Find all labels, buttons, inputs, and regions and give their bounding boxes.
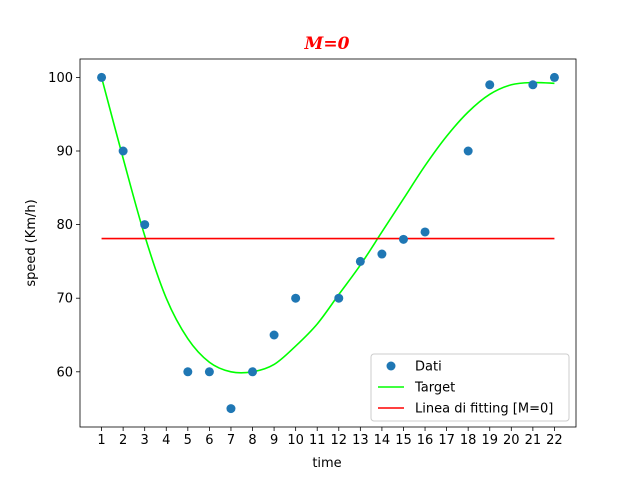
legend-label: Linea di fitting [M=0] [415,402,553,417]
x-tick-label: 9 [270,433,278,448]
data-point [248,367,258,377]
data-point [118,146,128,156]
x-tick-label: 12 [331,433,348,448]
y-axis: 60 70 80 90 100 [48,71,80,380]
x-tick-label: 17 [438,433,455,448]
y-tick-label: 80 [56,218,73,233]
x-tick-label: 10 [287,433,304,448]
x-tick-label: 21 [525,433,542,448]
x-tick-label: 14 [374,433,391,448]
data-point [334,293,344,303]
x-tick-label: 7 [227,433,235,448]
data-point [97,72,107,82]
data-point [269,330,279,340]
legend-label: Target [414,381,455,396]
x-tick-label: 20 [503,433,520,448]
x-axis: 1 2 3 4 5 6 7 8 9 10 11 12 13 14 15 16 17 18 19 20 21 22 [97,427,563,448]
x-tick-label: 11 [309,433,326,448]
x-tick-label: 4 [162,433,170,448]
data-point [355,256,365,266]
data-point [463,146,473,156]
chart-title: M=0 [304,34,350,54]
data-point [183,367,193,377]
y-tick-label: 90 [56,145,73,160]
data-point [528,80,538,90]
x-tick-label: 6 [205,433,213,448]
plot-area [79,58,577,428]
y-axis-label: speed (Km/h) [24,199,39,286]
y-tick-label: 100 [48,71,73,86]
y-tick-label: 70 [56,292,73,307]
legend-box [370,353,570,422]
x-tick-label: 8 [248,433,256,448]
x-tick-label: 18 [460,433,477,448]
data-point [420,227,430,237]
x-tick-label: 3 [141,433,149,448]
data-point [140,220,150,230]
x-tick-label: 13 [352,433,369,448]
data-point [226,404,236,414]
legend: Dati Target Linea di fitting [M=0] [370,353,570,422]
data-point [485,80,495,90]
x-axis-label: time [312,456,341,471]
data-point [549,72,559,82]
plot-frame [79,58,577,428]
data-point [204,367,214,377]
data-point [398,234,408,244]
data-point [377,249,387,259]
legend-marker-dati [386,361,396,371]
legend-label: Dati [415,360,442,375]
x-tick-label: 16 [417,433,434,448]
x-tick-label: 2 [119,433,127,448]
x-tick-label: 15 [395,433,412,448]
x-tick-label: 22 [546,433,563,448]
x-tick-label: 19 [481,433,498,448]
x-tick-label: 1 [97,433,105,448]
x-tick-label: 5 [184,433,192,448]
y-tick-label: 60 [56,365,73,380]
data-point [291,293,301,303]
target-line [100,77,555,374]
